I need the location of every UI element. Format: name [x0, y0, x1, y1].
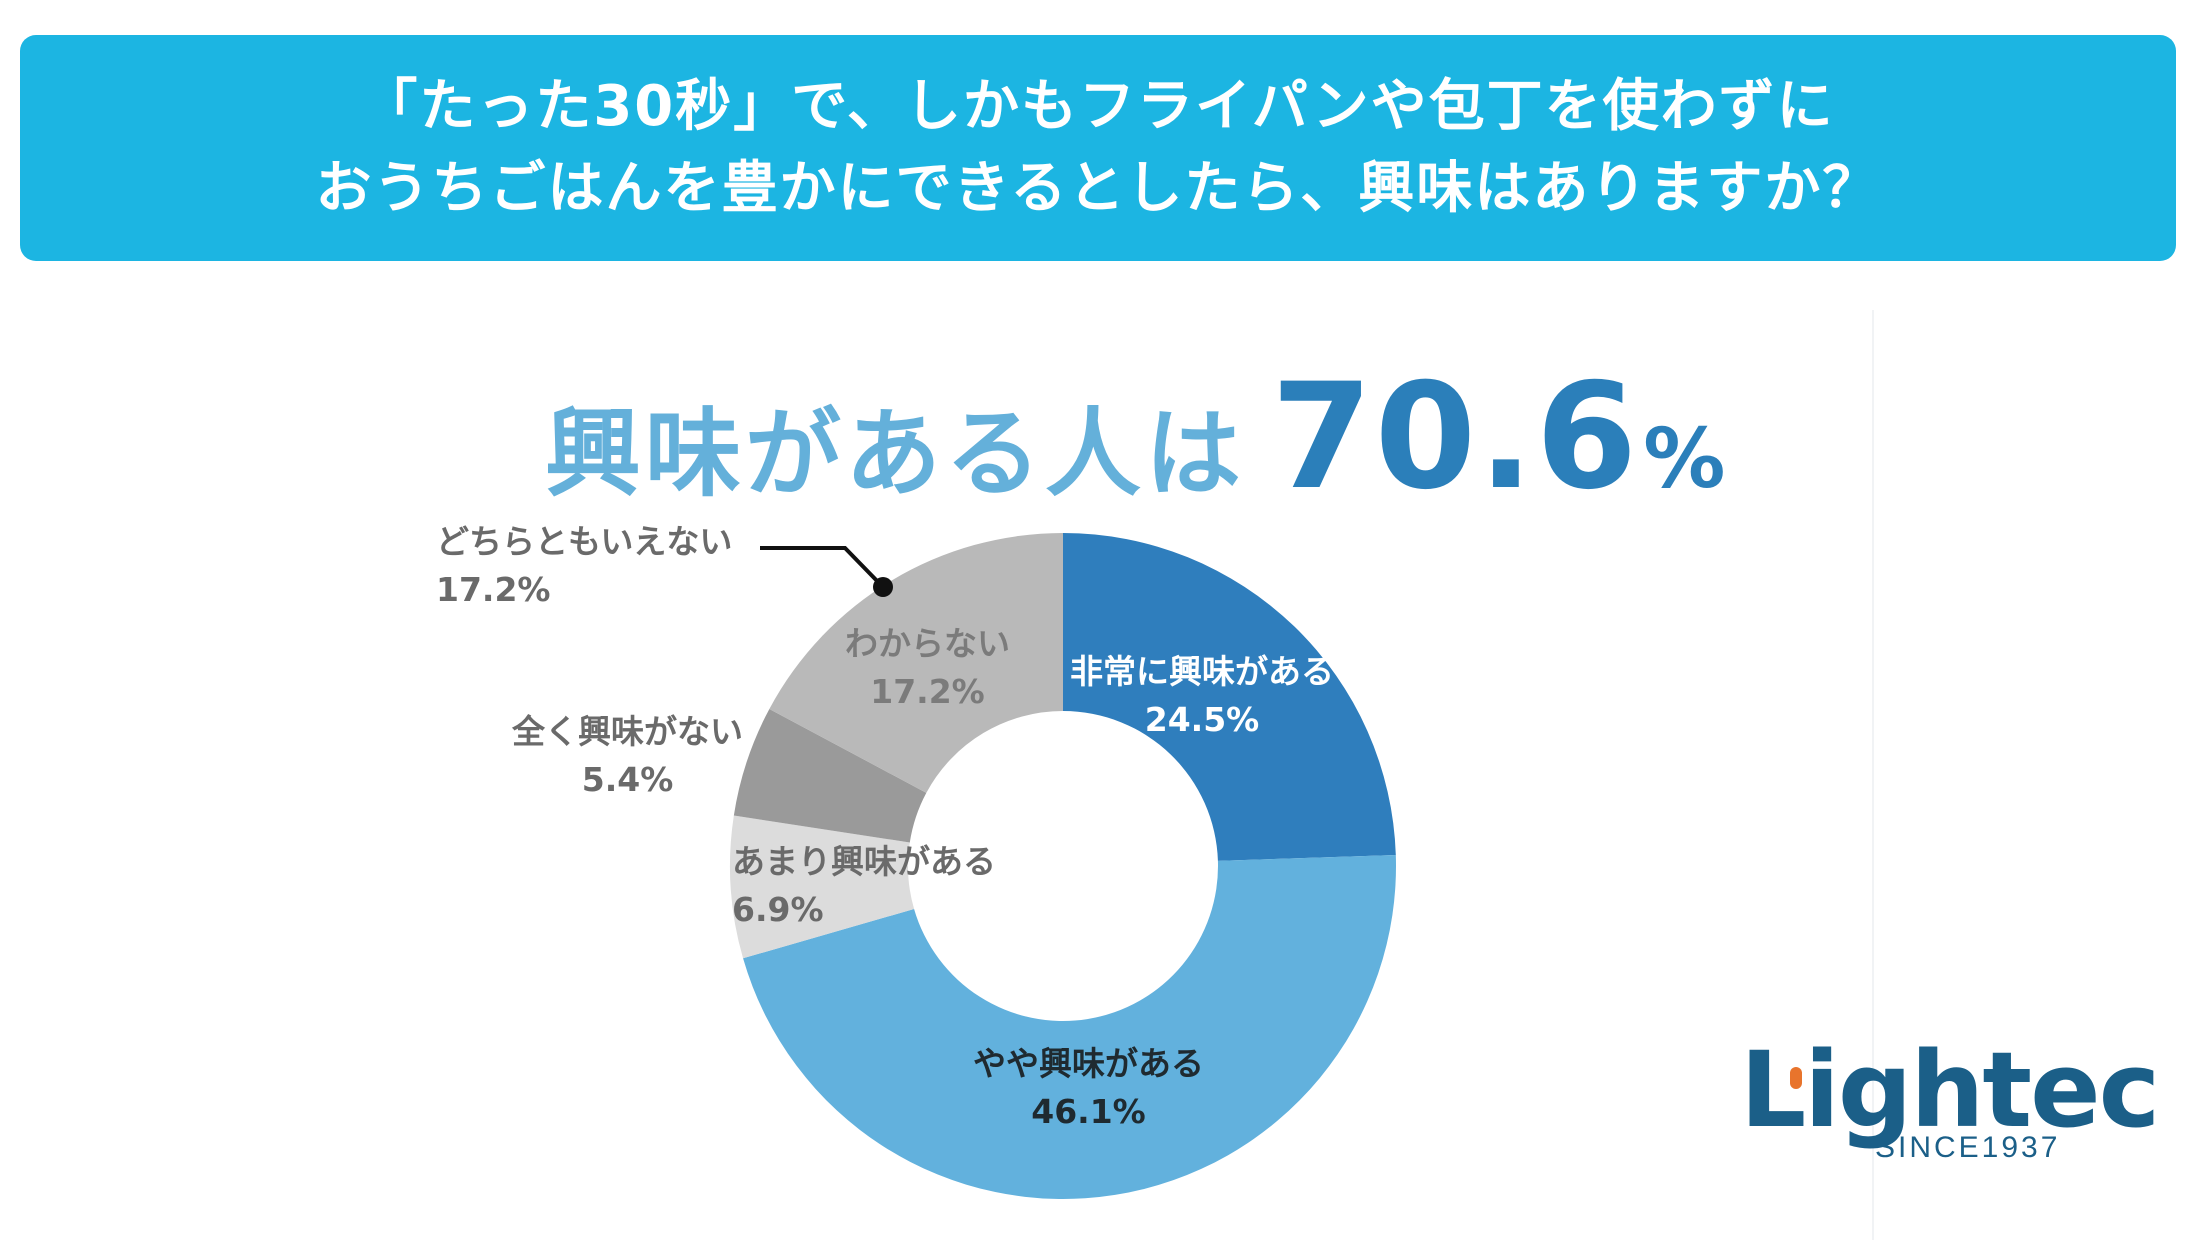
slice-somewhat-interested	[743, 855, 1396, 1200]
headline-unit: %	[1643, 412, 1726, 507]
annotation-leader	[760, 546, 893, 597]
slice-category: あまり興味がある	[732, 842, 996, 881]
annotation-text: どちらともいえない	[436, 522, 733, 561]
donut-slices	[730, 533, 1396, 1200]
slice-label-somewhat-interested: やや興味がある 46.1%	[973, 1040, 1204, 1136]
slice-category: やや興味がある	[973, 1044, 1204, 1083]
slice-label-not-interested: 全く興味がない 5.4%	[512, 708, 743, 804]
slice-category: 全く興味がない	[512, 712, 743, 751]
slice-not-interested	[733, 708, 927, 843]
logo-brand: Lightec	[1740, 1029, 2160, 1151]
annotation-value: 17.2%	[436, 570, 551, 609]
headline-text: 興味がある人は	[545, 398, 1245, 510]
annotation-dot	[873, 577, 893, 597]
flame-icon	[1790, 1067, 1802, 1089]
slice-value: 24.5%	[1144, 700, 1260, 739]
slice-category: わからない	[845, 624, 1010, 663]
slice-value: 6.9%	[732, 890, 824, 929]
lightec-logo: Lightec SINCE1937	[1740, 1029, 2160, 1170]
question-line-1: 「たった30秒」で、しかもフライパンや包丁を使わずに	[361, 74, 1835, 139]
panel-divider	[1872, 310, 1874, 1240]
annotation-label: どちらともいえない 17.2%	[436, 518, 732, 614]
slice-value: 46.1%	[1031, 1092, 1146, 1131]
question-line-2: おうちごはんを豊かにできるとしたら、興味はありますか？	[315, 156, 1881, 221]
slice-category: 非常に興味がある	[1070, 652, 1334, 691]
logo-since: SINCE1937	[1875, 1131, 2061, 1164]
slice-label-not-very-interested: あまり興味がある 6.9%	[732, 838, 996, 934]
annotation-line	[760, 546, 884, 588]
slice-value: 5.4%	[581, 760, 674, 799]
question-banner: 「たった30秒」で、しかもフライパンや包丁を使わずに おうちごはんを豊かにできる…	[20, 35, 2176, 261]
headline-value: 70.6	[1271, 352, 1640, 522]
slice-label-dont-know: わからない 17.2%	[845, 620, 1010, 716]
headline: 興味がある人は 70.6 %	[545, 352, 1725, 522]
slice-not-very-interested	[730, 815, 915, 959]
slice-dont-know	[769, 533, 1063, 793]
slice-value: 17.2%	[870, 672, 985, 711]
slice-label-very-interested: 非常に興味がある 24.5%	[1070, 648, 1334, 744]
slice-very-interested	[1063, 533, 1396, 861]
